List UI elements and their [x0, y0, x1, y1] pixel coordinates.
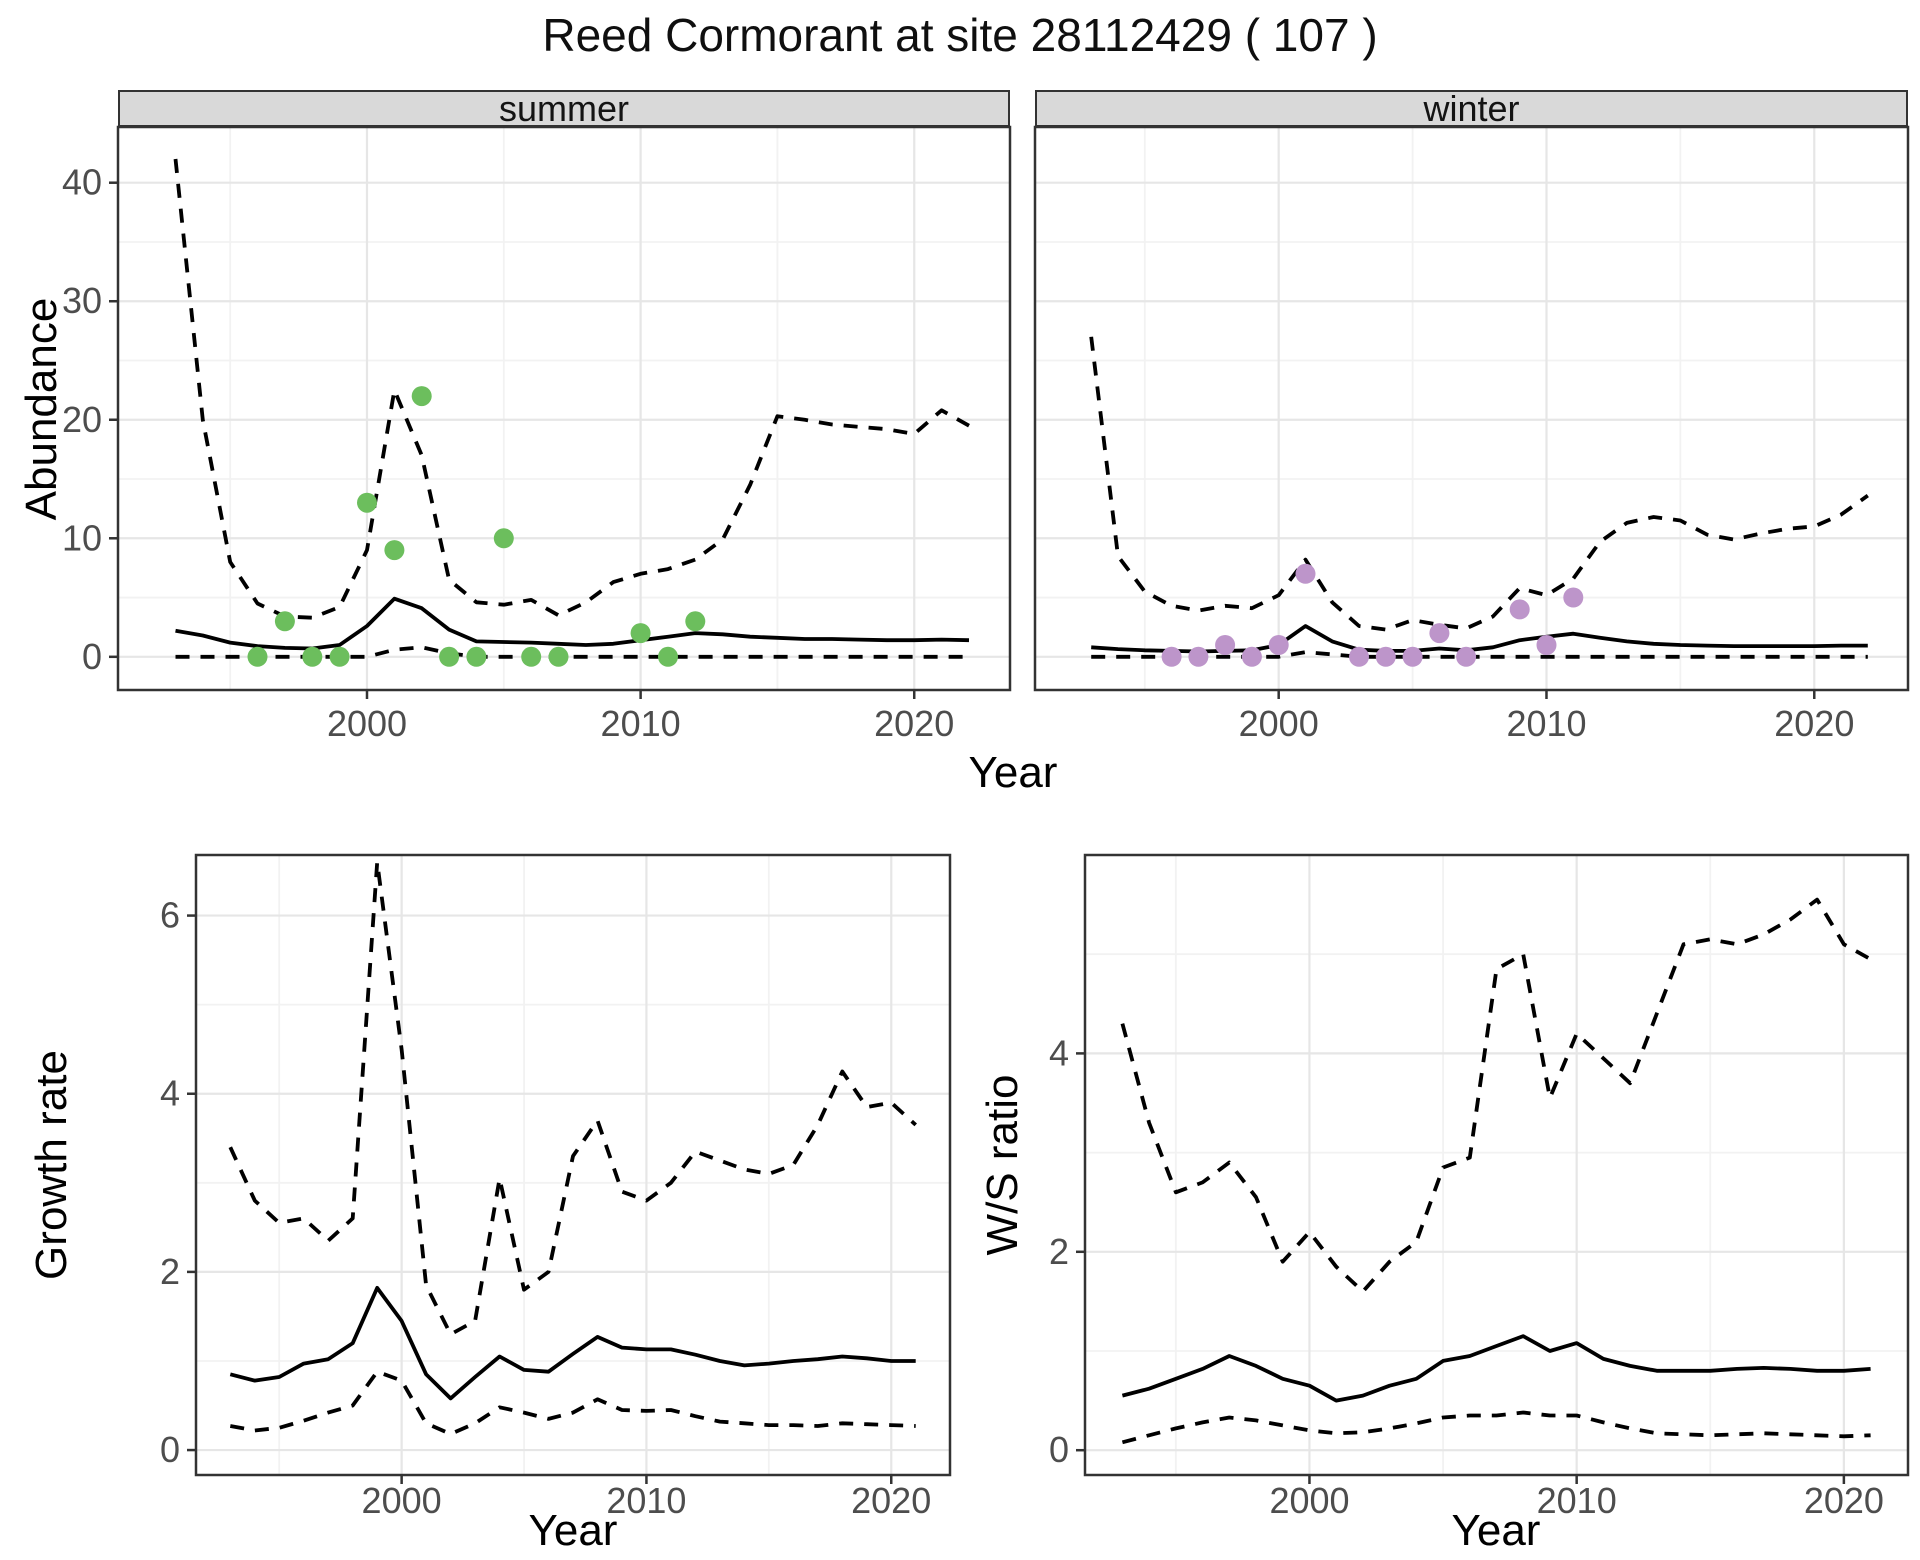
observed-point [247, 646, 268, 667]
y-axis-tick-label: 30 [62, 280, 102, 321]
x-axis-tick-label: 2010 [1537, 1480, 1617, 1521]
facet-strip-summer: summer [118, 87, 1010, 129]
series-line-upper-95ci [1120, 897, 1872, 1294]
observed-point [548, 646, 569, 667]
observed-point [384, 540, 405, 561]
observed-point [1268, 635, 1289, 655]
x-axis-tick-label: 2010 [1506, 703, 1586, 744]
x-axis-tick-label: 2000 [362, 1480, 442, 1521]
panel-border [1033, 125, 1910, 692]
page-title: Reed Cormorant at site 28112429 ( 107 ) [542, 9, 1378, 61]
x-axis-tick-label: 2020 [1804, 1480, 1884, 1521]
y-axis-tick-label: 4 [1049, 1032, 1069, 1073]
y-axis-tick-label: 0 [82, 636, 102, 677]
y-axis-tick-label: 0 [160, 1429, 180, 1470]
observed-point [1509, 599, 1530, 620]
x-axis-tick-label: 2020 [874, 703, 954, 744]
observed-point [1375, 646, 1396, 667]
observed-point [630, 623, 651, 644]
series-line-lower-95ci [1121, 1410, 1871, 1445]
panel-background [118, 127, 1010, 690]
panel-background [1085, 855, 1908, 1475]
series-line-upper-95ci [228, 860, 917, 1337]
observed-point [274, 611, 295, 632]
observed-point [357, 492, 377, 513]
y-axis-tick-label: 4 [160, 1073, 180, 1114]
panel-border [194, 853, 952, 1477]
x-axis-tick-label: 2000 [1269, 1480, 1349, 1521]
observed-point [493, 528, 514, 549]
y-axis-tick-label: 2 [160, 1251, 180, 1292]
observed-point [1241, 646, 1262, 667]
panel-border [116, 125, 1012, 692]
x-axis-tick-label: 2000 [1239, 703, 1319, 744]
panel-background [196, 855, 950, 1475]
facet-strip-winter-label: winter [1423, 87, 1520, 129]
observed-point [1161, 646, 1182, 667]
panel-background [1035, 127, 1908, 690]
observed-point [1349, 646, 1369, 667]
observed-point [1563, 587, 1584, 608]
x-axis-tick-label: 2020 [1774, 703, 1854, 744]
panel-border [1083, 853, 1910, 1477]
facet-strip-summer-label: summer [498, 87, 629, 129]
y-axis-tick-label: 2 [1049, 1231, 1069, 1272]
x-axis-title-ws-ratio: Year [1451, 1506, 1541, 1555]
y-axis-title-abundance: Abundance [17, 297, 66, 521]
observed-point [521, 646, 542, 667]
x-axis-title-growth-rate: Year [528, 1506, 618, 1555]
facet-strip-winter: winter [1035, 87, 1908, 129]
observed-point [1429, 623, 1450, 644]
series-line-upper-95ci [1089, 336, 1869, 632]
observed-point [1295, 563, 1316, 584]
x-axis-title-top: Year [968, 748, 1058, 797]
y-axis-tick-label: 20 [62, 399, 102, 440]
observed-point [302, 646, 323, 667]
series-line-upper-95ci [173, 158, 970, 620]
y-axis-tick-label: 6 [160, 895, 180, 936]
observed-point [1402, 646, 1423, 667]
observed-point [685, 611, 706, 632]
series-line-lower-95ci [229, 1369, 916, 1436]
x-axis-tick-label: 2010 [606, 1480, 686, 1521]
y-axis-tick-label: 0 [1049, 1429, 1069, 1470]
observed-point [658, 646, 678, 667]
y-axis-title-growth-rate: Growth rate [27, 1050, 76, 1280]
x-axis-tick-label: 2020 [851, 1480, 931, 1521]
x-axis-tick-label: 2000 [327, 703, 407, 744]
observed-point [439, 646, 460, 667]
observed-point [1456, 646, 1477, 667]
series-line-median-fit [229, 1286, 916, 1401]
observed-point [466, 646, 487, 667]
y-axis-title-ws-ratio: W/S ratio [978, 1074, 1027, 1256]
series-line-median-fit [1121, 1334, 1871, 1403]
observed-point [411, 386, 432, 407]
x-axis-tick-label: 2010 [601, 703, 681, 744]
observed-point [1536, 635, 1557, 655]
observed-point [1188, 646, 1209, 667]
observed-point [1215, 635, 1236, 655]
y-axis-tick-label: 40 [62, 162, 102, 203]
y-axis-tick-label: 10 [62, 517, 102, 558]
series-line-lower-95ci [1091, 650, 1868, 659]
observed-point [329, 646, 350, 667]
